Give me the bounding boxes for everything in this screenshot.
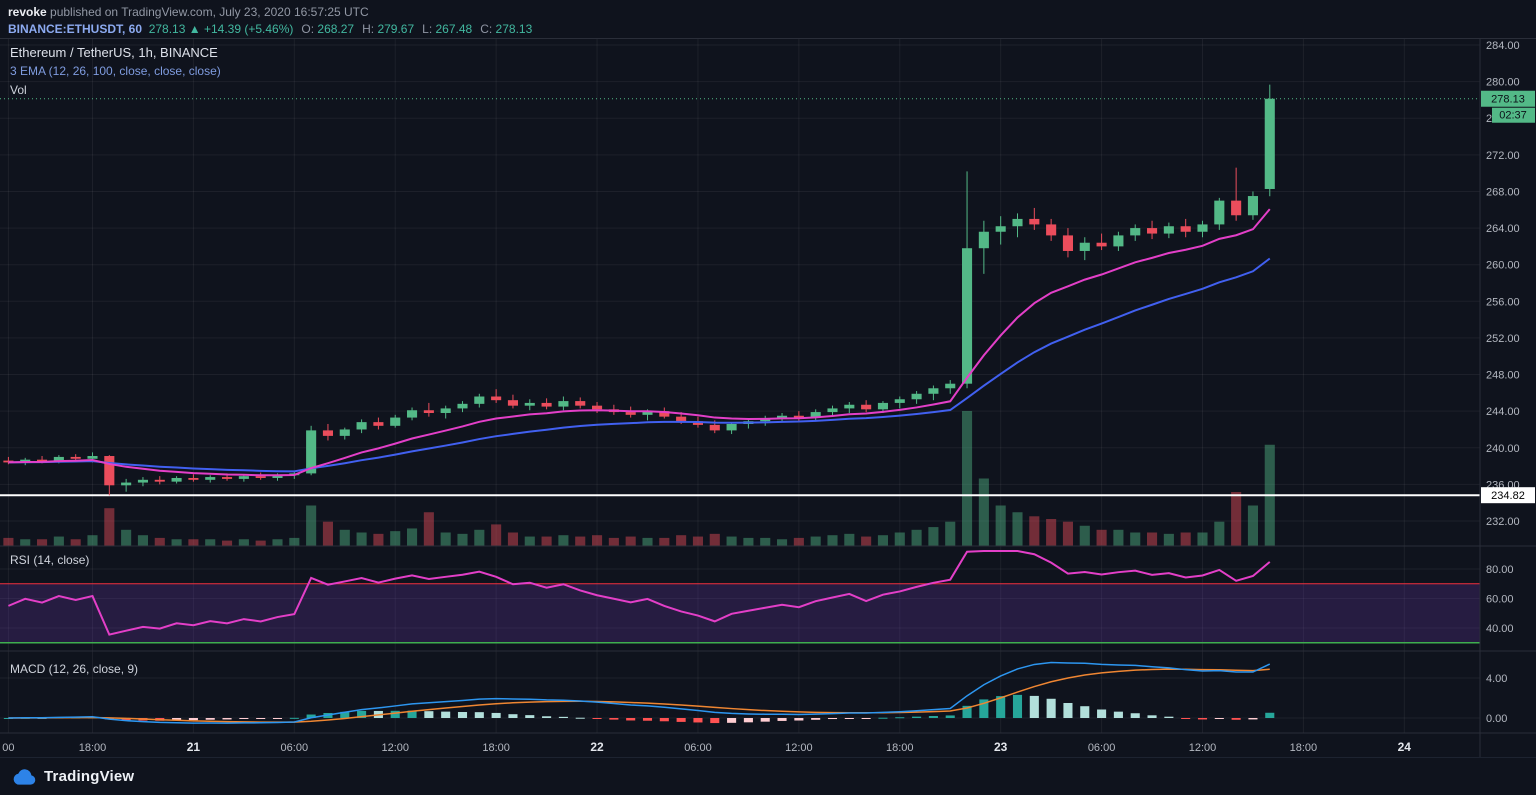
high-value: 279.67	[377, 22, 415, 36]
svg-text:00: 00	[2, 742, 14, 754]
svg-text:278.13: 278.13	[1491, 94, 1525, 106]
up-arrow-icon: ▲	[188, 22, 201, 36]
svg-text:22: 22	[590, 740, 604, 754]
svg-text:06:00: 06:00	[1088, 742, 1116, 754]
macd-histogram	[3, 694, 1275, 724]
high-label: H:	[362, 22, 375, 36]
svg-text:12:00: 12:00	[381, 742, 409, 754]
last-price-badge	[1481, 90, 1535, 107]
grid-horizontal-lines	[0, 44, 1480, 719]
rsi-line	[8, 550, 1271, 636]
svg-text:23: 23	[994, 740, 1008, 754]
svg-text:260.00: 260.00	[1486, 260, 1520, 272]
svg-text:264.00: 264.00	[1486, 223, 1520, 235]
svg-text:256.00: 256.00	[1486, 296, 1520, 308]
ema-fast-line	[8, 208, 1271, 477]
svg-text:252.00: 252.00	[1486, 333, 1520, 345]
svg-text:4.00: 4.00	[1486, 673, 1507, 685]
svg-text:18:00: 18:00	[1290, 742, 1318, 754]
svg-text:272.00: 272.00	[1486, 150, 1520, 162]
hline-price-badge	[1481, 487, 1535, 504]
open-label: O:	[301, 22, 315, 36]
svg-text:02:37: 02:37	[1499, 110, 1527, 122]
svg-text:21: 21	[187, 740, 201, 754]
svg-text:06:00: 06:00	[281, 742, 309, 754]
pane-separators	[0, 39, 1536, 758]
svg-text:24: 24	[1398, 740, 1412, 754]
macd-line	[8, 661, 1271, 724]
tradingview-footer: TradingView	[0, 757, 1536, 795]
svg-text:18:00: 18:00	[79, 742, 107, 754]
svg-text:234.82: 234.82	[1491, 490, 1525, 502]
price-change: +14.39 (+5.46%)	[203, 22, 294, 36]
low-label: L:	[422, 22, 433, 36]
symbol-info-line: BINANCE:ETHUSDT, 60 278.13 ▲ +14.39 (+5.…	[8, 21, 1536, 38]
close-value: 278.13	[495, 22, 533, 36]
svg-text:40.00: 40.00	[1486, 623, 1514, 635]
time-axis-labels: 00 18:00 21 06:00 12:00 18:00 22 06:00 12:00 18:0…	[2, 740, 1411, 754]
macd-signal-line	[8, 668, 1270, 723]
svg-text:0.00: 0.00	[1486, 713, 1507, 725]
svg-text:12:00: 12:00	[785, 742, 813, 754]
svg-text:18:00: 18:00	[482, 742, 510, 754]
svg-text:244.00: 244.00	[1486, 406, 1520, 418]
svg-text:280.00: 280.00	[1486, 77, 1520, 89]
svg-text:240.00: 240.00	[1486, 443, 1520, 455]
symbol-name[interactable]: BINANCE:ETHUSDT, 60	[8, 22, 143, 36]
svg-text:80.00: 80.00	[1486, 564, 1514, 576]
svg-text:232.00: 232.00	[1486, 516, 1520, 528]
close-label: C:	[480, 22, 493, 36]
svg-text:18:00: 18:00	[886, 742, 914, 754]
chart-area[interactable]: 284.00280.00276.00272.00268.00264.00260.…	[0, 38, 1536, 758]
grid-vertical-lines	[7, 39, 1405, 733]
author-name: revoke	[8, 5, 47, 19]
svg-text:12:00: 12:00	[1189, 742, 1217, 754]
chart-canvas[interactable]: 284.00280.00276.00272.00268.00264.00260.…	[0, 39, 1536, 758]
candles	[3, 84, 1275, 496]
open-value: 268.27	[317, 22, 355, 36]
snapshot-header: revoke published on TradingView.com, Jul…	[0, 0, 1536, 38]
svg-text:248.00: 248.00	[1486, 370, 1520, 382]
right-axis-labels: 284.00280.00276.00272.00268.00264.00260.…	[1486, 40, 1520, 725]
low-value: 267.48	[435, 22, 473, 36]
countdown-badge	[1492, 107, 1535, 123]
tradingview-brand[interactable]: TradingView	[44, 768, 135, 785]
svg-text:60.00: 60.00	[1486, 594, 1514, 606]
svg-text:284.00: 284.00	[1486, 40, 1520, 52]
tradingview-cloud-icon[interactable]	[10, 768, 37, 786]
ema-slow-line	[8, 257, 1271, 473]
publish-info-line: revoke published on TradingView.com, Jul…	[8, 4, 1536, 21]
svg-text:268.00: 268.00	[1486, 186, 1520, 198]
last-price: 278.13	[148, 22, 186, 36]
axis-badges: 278.13 02:37 234.82	[1481, 90, 1535, 504]
publish-details: published on TradingView.com, July 23, 2…	[46, 5, 369, 19]
svg-text:06:00: 06:00	[684, 742, 712, 754]
